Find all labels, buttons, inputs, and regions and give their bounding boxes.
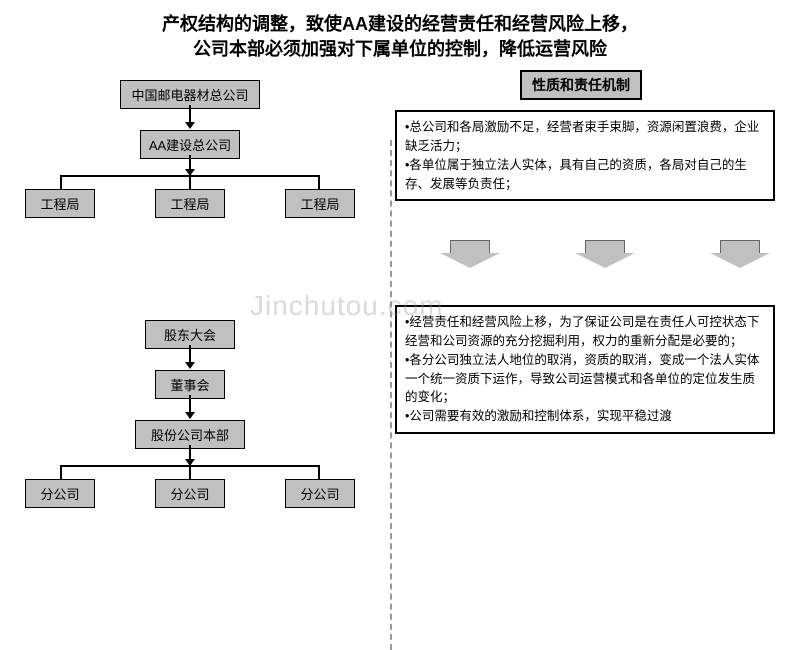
node-branch: 分公司 [25,479,95,508]
arrow-down-icon [189,105,191,123]
node-bureau: 工程局 [285,189,355,218]
connector-line [189,465,191,479]
arrow-down-icon [189,445,191,460]
big-arrow-down-icon [575,240,635,268]
connector-line [60,175,62,189]
arrow-down-icon [189,395,191,413]
content-area: 中国邮电器材总公司 AA建设总公司 工程局 工程局 工程局 股东大会 董事会 股… [0,70,800,590]
node-branch: 分公司 [155,479,225,508]
connector-line [189,175,191,189]
node-branch: 分公司 [285,479,355,508]
bullet-text: •各分公司独立法人地位的取消，资质的取消，变成一个法人实体一个统一资质下运作，导… [405,351,765,407]
connector-line [318,175,320,189]
arrow-down-icon [189,155,191,170]
big-arrow-down-icon [710,240,770,268]
textbox-lower: •经营责任和经营风险上移，为了保证公司是在责任人可控状态下经营和公司资源的充分挖… [395,305,775,434]
bullet-text: •经营责任和经营风险上移，为了保证公司是在责任人可控状态下经营和公司资源的充分挖… [405,313,765,351]
bullet-text: •各单位属于独立法人实体，具有自己的资质，各局对自己的生存、发展等负责任； [405,156,765,194]
node-bureau: 工程局 [155,189,225,218]
title-line2: 公司本部必须加强对下属单位的控制，降低运营风险 [193,39,607,59]
connector-line [60,465,62,479]
connector-line [318,465,320,479]
title-line1: 产权结构的调整，致使AA建设的经营责任和经营风险上移， [162,14,638,34]
page-title: 产权结构的调整，致使AA建设的经营责任和经营风险上移， 公司本部必须加强对下属单… [0,0,800,70]
bullet-text: •公司需要有效的激励和控制体系，实现平稳过渡 [405,407,765,426]
badge-mechanism: 性质和责任机制 [520,70,642,100]
big-arrow-down-icon [440,240,500,268]
bullet-text: •总公司和各局激励不足，经营者束手束脚，资源闲置浪费，企业缺乏活力； [405,118,765,156]
left-column: 中国邮电器材总公司 AA建设总公司 工程局 工程局 工程局 股东大会 董事会 股… [0,70,390,590]
node-bureau: 工程局 [25,189,95,218]
arrow-down-icon [189,345,191,363]
right-column: 性质和责任机制 •总公司和各局激励不足，经营者束手束脚，资源闲置浪费，企业缺乏活… [390,70,790,590]
textbox-upper: •总公司和各局激励不足，经营者束手束脚，资源闲置浪费，企业缺乏活力； •各单位属… [395,110,775,201]
